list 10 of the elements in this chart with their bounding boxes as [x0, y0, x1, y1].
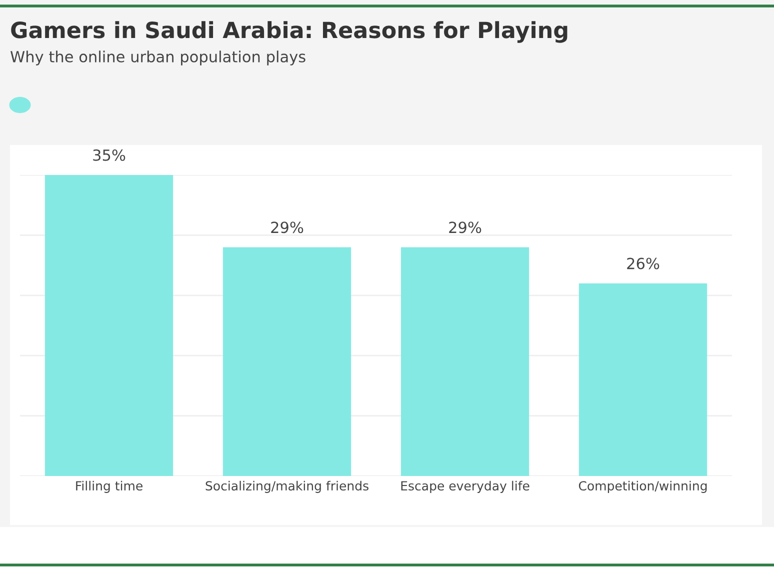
x-tick-label: Socializing/making friends	[206, 480, 368, 493]
data-label: 29%	[449, 222, 482, 234]
chart-subtitle: Why the online urban population plays	[10, 50, 306, 66]
x-tick-label: Filling time	[76, 480, 142, 493]
x-tick-label: Escape everyday life	[401, 480, 530, 493]
chart-title: Gamers in Saudi Arabia: Reasons for Playing	[11, 21, 568, 43]
x-tick-label: Competition/winning	[578, 480, 707, 493]
data-label: 35%	[93, 149, 126, 161]
data-label: 29%	[271, 222, 304, 234]
data-label: 26%	[627, 258, 660, 270]
